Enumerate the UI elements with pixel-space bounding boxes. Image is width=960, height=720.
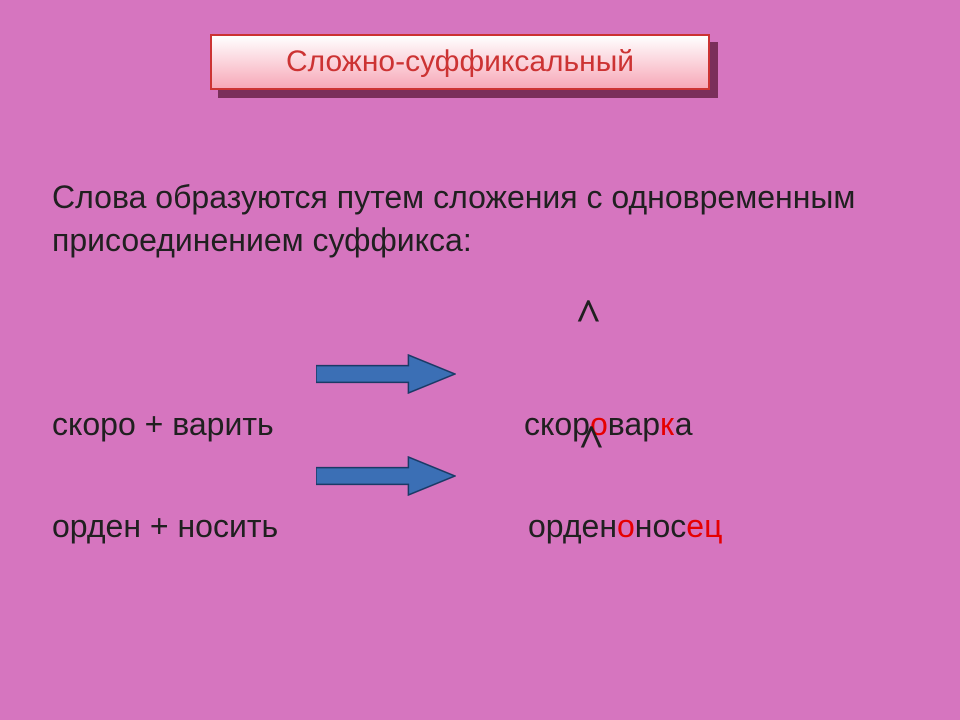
text-fragment: вар bbox=[608, 406, 660, 442]
title-box: Сложно-суффиксальный bbox=[210, 34, 710, 90]
example2-result: орденоносец bbox=[528, 508, 722, 545]
text-fragment: орден bbox=[528, 508, 617, 544]
text-fragment: нос bbox=[635, 508, 686, 544]
example2-formula: орден + носить bbox=[52, 508, 278, 545]
suffix-caret: ^ bbox=[578, 414, 605, 467]
arrow-icon bbox=[316, 354, 456, 394]
highlighted-fragment: ец bbox=[686, 508, 722, 544]
body-text: Слова образуются путем сложения с одновр… bbox=[52, 176, 920, 262]
suffix-caret: ^ bbox=[575, 288, 602, 341]
title-text: Сложно-суффиксальный bbox=[286, 45, 634, 79]
example1-result: скороварка bbox=[524, 406, 692, 443]
highlighted-fragment: о bbox=[617, 508, 635, 544]
text-fragment: а bbox=[675, 406, 693, 442]
highlighted-fragment: к bbox=[660, 406, 675, 442]
example1-formula: скоро + варить bbox=[52, 406, 274, 443]
arrow-icon bbox=[316, 456, 456, 496]
